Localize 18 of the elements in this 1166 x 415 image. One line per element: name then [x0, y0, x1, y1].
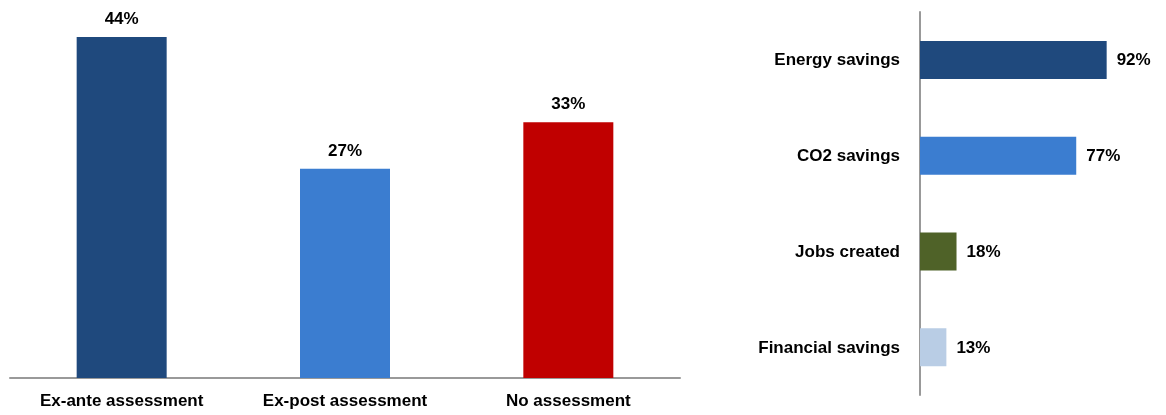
- data-label: 18%: [966, 241, 1001, 261]
- bar: [920, 232, 957, 271]
- bar: [920, 40, 1107, 79]
- y-tick-label: Jobs created: [795, 241, 900, 261]
- x-tick-label: Ex-ante assessment: [39, 391, 204, 410]
- data-label: 77%: [1086, 146, 1121, 166]
- y-tick-label: Energy savings: [774, 50, 900, 70]
- data-label: 92%: [1116, 50, 1151, 70]
- x-tick-label: Ex-post assessment: [262, 391, 428, 410]
- bar: [920, 328, 947, 367]
- data-label: 27%: [327, 140, 363, 160]
- y-tick-label: Financial savings: [758, 337, 900, 357]
- x-tick-label: No assessment: [505, 391, 632, 410]
- data-label: 13%: [956, 337, 991, 357]
- bar: [920, 136, 1077, 175]
- data-label: 44%: [104, 9, 139, 29]
- y-tick-label: CO2 savings: [797, 146, 900, 166]
- data-label: 33%: [551, 94, 586, 114]
